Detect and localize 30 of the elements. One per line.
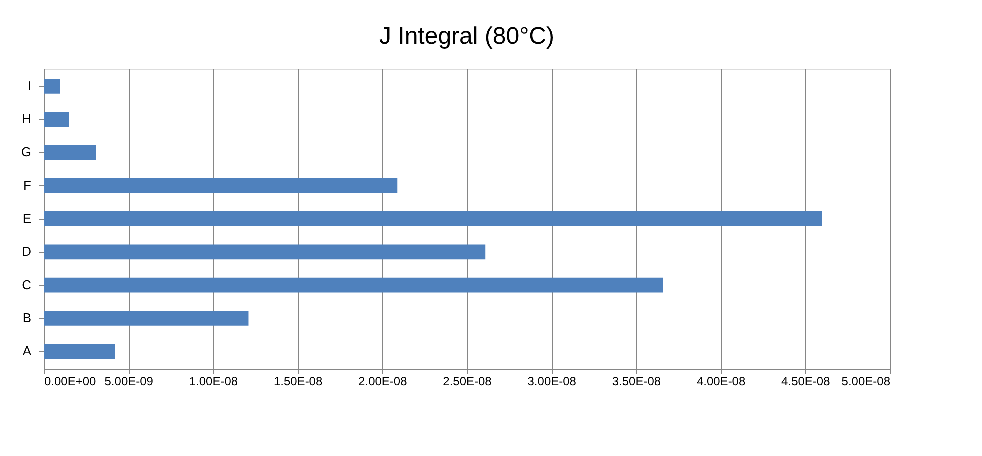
x-tick-label: 1.50E-08 [274,374,323,388]
bar [44,112,70,128]
bar [44,244,486,260]
x-tick-label: 5.00E-08 [842,374,891,388]
x-tick-label: 0.00E+00 [44,374,97,388]
x-tick-label: 1.00E-08 [189,374,238,388]
y-tick-label: A [22,344,32,359]
x-tick-label: 4.00E-08 [696,374,746,388]
y-tick-label: B [22,310,32,326]
bar [44,212,822,226]
bar [44,344,116,360]
chart-title: J Integral (80°C) [380,23,554,50]
x-tick-label: 3.50E-08 [612,374,662,388]
y-tick-label: H [22,112,32,127]
bar [44,278,664,293]
bar [44,145,96,160]
y-tick-label: F [24,178,32,193]
x-tick-label: 4.50E-08 [782,374,831,388]
bar [44,310,249,326]
y-tick-label: G [21,144,32,160]
bar [44,178,398,194]
x-tick-label: 3.00E-08 [528,374,577,388]
x-tick-label: 2.50E-08 [443,374,492,388]
y-tick-label: D [22,244,32,260]
x-tick-label: 5.00E-09 [104,374,154,388]
y-tick-label: I [28,78,32,94]
x-tick-label: 2.00E-08 [358,374,408,388]
bar [44,78,60,94]
y-tick-label: E [22,211,32,226]
y-tick-label: C [22,277,32,292]
